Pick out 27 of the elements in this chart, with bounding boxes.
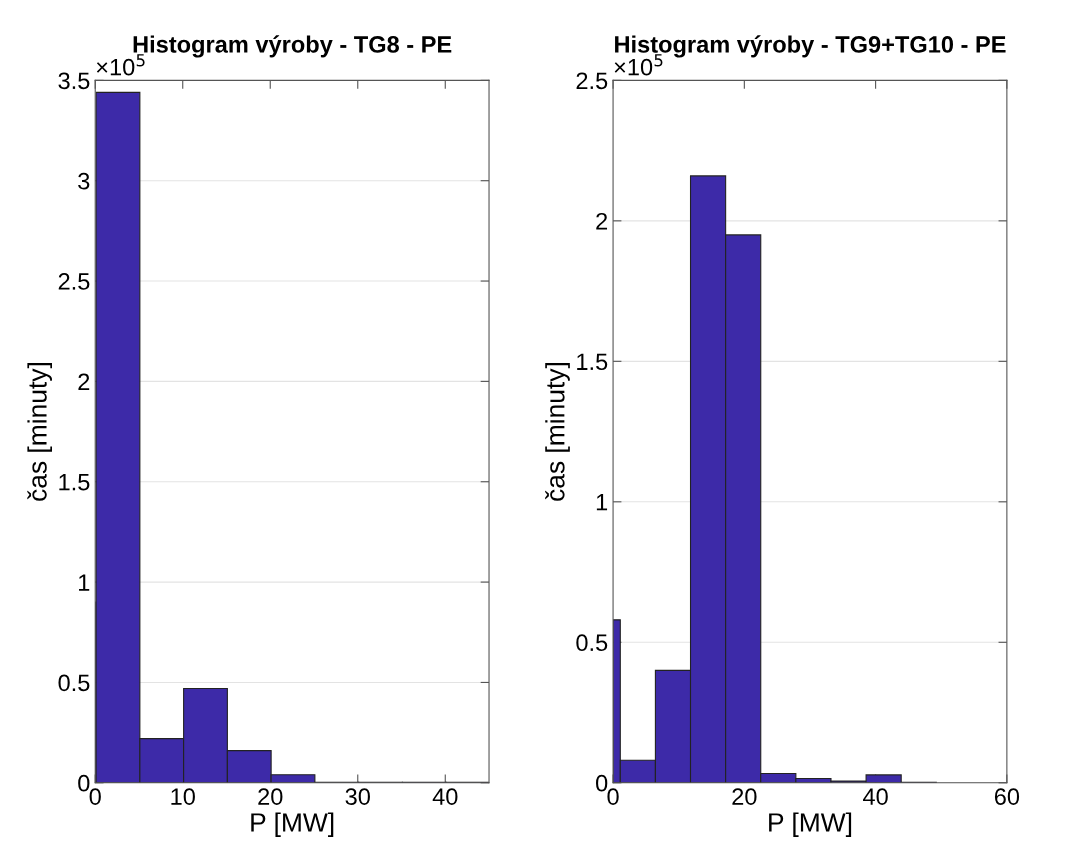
y-tick-label: 2 <box>596 212 608 230</box>
y-tick-label: 0.5 <box>58 674 90 692</box>
y-tick-label: 1 <box>596 494 608 511</box>
x-tick-label: 0 <box>607 788 619 805</box>
x-tick-label: 60 <box>994 788 1020 805</box>
x-axis-title: P [MW] <box>251 812 334 838</box>
y-tick-label: 0 <box>78 774 90 792</box>
x-tick-label: 20 <box>732 788 757 805</box>
y-tick-label: 1 <box>79 574 90 591</box>
x-tick-label: 40 <box>863 788 888 805</box>
y-tick-label: 2 <box>78 373 90 390</box>
x-tick-label: 10 <box>171 788 195 805</box>
y-axis-title: čas [minuty] <box>27 363 52 501</box>
y-tick-label: 2.5 <box>576 72 608 90</box>
x-tick-label: 0 <box>89 788 101 805</box>
x-tick-label: 20 <box>258 788 283 805</box>
y-tick-label: 1.5 <box>577 353 608 371</box>
x-axis-title: P [MW] <box>769 812 852 838</box>
x-tick-label: 40 <box>432 788 458 805</box>
y-tick-label: 0 <box>596 774 608 792</box>
x-tick-label: 30 <box>345 788 370 805</box>
y-tick-label: 3 <box>78 172 90 190</box>
y-tick-label: 3.5 <box>58 72 90 90</box>
y-tick-label: 2.5 <box>58 273 90 290</box>
y-tick-label: 1.5 <box>59 474 90 491</box>
y-tick-label: 0.5 <box>576 634 608 652</box>
y-axis-title: čas [minuty] <box>545 363 570 501</box>
